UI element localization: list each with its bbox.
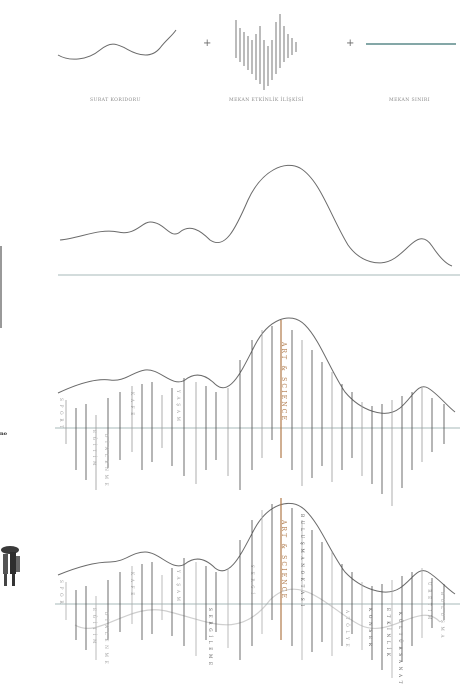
legend-corridor-curve (57, 29, 177, 60)
diagram4-label-5: Y A Ş A M (176, 570, 181, 603)
legend-label-corridor: SURAT KORIDORU (90, 98, 141, 103)
diagram4-label-8: Ü R E T İ M (427, 582, 432, 621)
cropped-side-text: no (0, 431, 7, 437)
plus-sign-1: + (203, 38, 212, 49)
diagram4-dark-label-2: B U L U Ş M A N O K T A S I (300, 514, 305, 608)
diagram4-dark-label-4: E T K İ N L İ K (386, 608, 391, 658)
diagram3-label-3: D İ N L E N M E (104, 434, 109, 487)
diagram4-curve (57, 502, 456, 595)
diagram4-ghost-curve (74, 588, 441, 630)
diagram3-label-1: S P O R T (59, 398, 64, 430)
diagram4-label-1: S P O R (59, 580, 64, 605)
diagram3-activity-bars (65, 320, 445, 506)
diagram4-dark-label-1: S E R G İ L E M E (208, 608, 213, 667)
diagram3-label-4: K A F E (130, 392, 135, 417)
diagram4-label-4: K A F E (130, 572, 135, 597)
diagram2-curve (59, 164, 453, 267)
diagram4-label-2: E Ğ İ T İ M (92, 608, 97, 645)
legend-label-boundary: MEKAN SINIRI (389, 98, 430, 103)
diagram4-activity-bars (65, 498, 445, 678)
diagram4-dark-label-5: K Ü L T Ü R S A N A T (398, 612, 403, 685)
diagram4-label-6: S E R G İ (250, 565, 255, 596)
diagram4-label-3: D İ N L E N M E (104, 612, 109, 665)
people-photo-fragment (1, 546, 20, 586)
diagram3-art-science-label: ART & SCIENCE (280, 342, 287, 423)
legend-label-activity: MEKAN ETKİNLİK İLİŞKİSİ (229, 98, 304, 103)
diagram4-label-9: B U L U Ş M A (440, 592, 445, 639)
diagram4-dark-label-3: K O N S E R (368, 608, 373, 648)
plus-sign-2: + (346, 38, 355, 49)
diagram4-art-science-label: ART & SCIENCE (280, 520, 287, 601)
diagram4-label-7: A T Ö L Y E (345, 610, 350, 648)
diagram3-label-5: Y A Ş A M (176, 390, 181, 423)
diagram3-label-2: E Ğ İ T İ M (92, 430, 97, 467)
diagram3-curve (57, 317, 456, 414)
legend-activity-bars (235, 14, 297, 90)
